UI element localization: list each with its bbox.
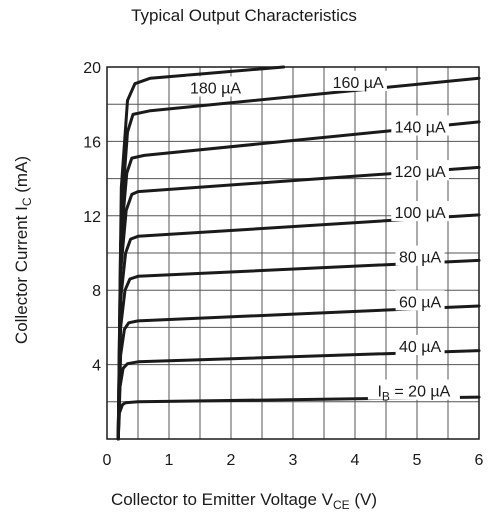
series-label: 140 µA [395, 120, 446, 137]
series-label: 120 µA [395, 164, 446, 181]
x-axis-label-sub: CE [332, 498, 350, 512]
series-label: 100 µA [395, 205, 446, 222]
series-label-background [391, 201, 449, 222]
series-label-background [391, 115, 449, 136]
x-tick-label: 0 [103, 452, 112, 469]
x-tick-label: 5 [413, 452, 422, 469]
x-tick-label: 4 [351, 452, 360, 469]
y-tick-label: 8 [92, 283, 101, 300]
series-line [116, 395, 481, 441]
x-tick-label: 1 [165, 452, 174, 469]
series-line [116, 65, 286, 441]
y-tick-label: 4 [92, 358, 101, 375]
series-label: 60 µA [399, 294, 441, 311]
series-label: 80 µA [399, 250, 441, 267]
series-label-background [395, 290, 445, 311]
series-label: 180 µA [190, 80, 241, 97]
y-tick-label: 16 [83, 134, 101, 151]
plot-frame [106, 66, 480, 440]
y-axis-label: Collector Current IC (mA) [12, 155, 34, 345]
x-tick-label: 3 [289, 452, 298, 469]
y-tick-label: 20 [83, 60, 101, 77]
series-label-background [186, 76, 245, 97]
y-tick-label: 12 [83, 209, 101, 226]
series-label: 40 µA [399, 339, 441, 356]
x-axis-label: Collector to Emitter Voltage VCE (V) [0, 490, 488, 512]
x-tick-label: 6 [475, 452, 484, 469]
series-line [116, 304, 481, 441]
y-axis-label-suffix: (mA) [12, 155, 31, 198]
series-label-background [395, 335, 445, 355]
series-label-background [329, 70, 387, 91]
x-axis-label-prefix: Collector to Emitter Voltage V [110, 490, 333, 509]
chart-title: Typical Output Characteristics [131, 6, 357, 25]
y-axis-label-sub: C [20, 197, 34, 207]
series-label: IB = 20 µA [377, 384, 450, 404]
x-tick-label: 2 [227, 452, 236, 469]
series-label-background [367, 379, 460, 400]
series-label: 160 µA [333, 75, 384, 92]
series-label-background [391, 160, 449, 181]
y-axis-label-prefix: Collector Current I [12, 206, 31, 345]
series-label-background [395, 245, 445, 266]
x-axis-label-suffix: (V) [349, 490, 378, 509]
